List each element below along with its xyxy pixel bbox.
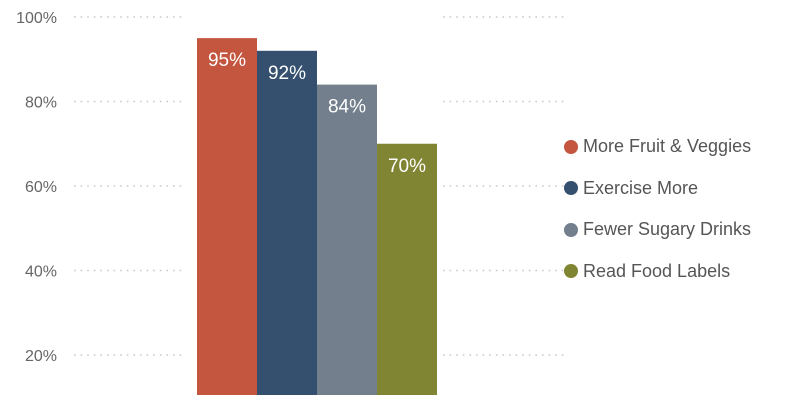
bar bbox=[257, 50, 317, 395]
legend-item-fruit-veggies: More Fruit & Veggies bbox=[564, 126, 751, 168]
bar-data-label: 84% bbox=[328, 97, 366, 118]
bar-data-label: 70% bbox=[388, 156, 426, 177]
legend-label: More Fruit & Veggies bbox=[583, 136, 752, 157]
y-tick-label: 20% bbox=[25, 348, 57, 365]
bars bbox=[197, 38, 437, 395]
bar bbox=[197, 38, 257, 395]
legend-label: Fewer Sugary Drinks bbox=[583, 219, 752, 240]
legend-swatch bbox=[564, 139, 578, 154]
legend-swatch bbox=[564, 222, 578, 237]
y-tick-label: 80% bbox=[25, 95, 57, 112]
legend-swatch bbox=[564, 264, 578, 279]
legend: More Fruit & Veggies Exercise More Fewer… bbox=[564, 126, 751, 292]
legend-item-sugary-drinks: Fewer Sugary Drinks bbox=[564, 209, 751, 251]
legend-swatch bbox=[564, 181, 578, 196]
y-tick-label: 60% bbox=[25, 179, 57, 196]
legend-item-food-labels: Read Food Labels bbox=[564, 251, 751, 293]
bar-data-label: 95% bbox=[208, 50, 246, 71]
bar-data-label: 92% bbox=[268, 63, 306, 84]
legend-item-exercise: Exercise More bbox=[564, 168, 751, 210]
y-axis-ticks: 20% 40% 60% 80% 100% bbox=[16, 10, 57, 365]
y-tick-label: 100% bbox=[16, 10, 57, 27]
gridlines bbox=[74, 16, 565, 356]
data-labels: 95% 92% 84% 70% bbox=[208, 50, 426, 177]
legend-label: Exercise More bbox=[583, 177, 699, 198]
bar bbox=[317, 84, 377, 395]
bar bbox=[377, 143, 437, 395]
legend-label: Read Food Labels bbox=[583, 260, 731, 281]
y-tick-label: 40% bbox=[25, 264, 57, 281]
